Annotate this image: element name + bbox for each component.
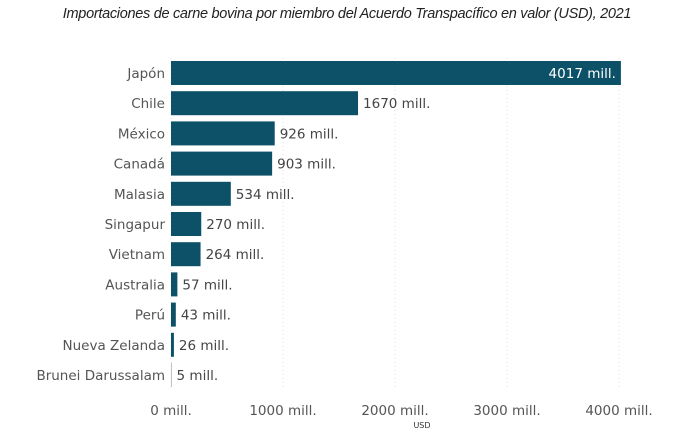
data-label: 26 mill.	[179, 338, 229, 354]
bar[interactable]	[171, 332, 174, 357]
bar[interactable]	[171, 91, 359, 116]
bar[interactable]	[171, 181, 231, 206]
bar[interactable]	[171, 121, 275, 146]
data-label: 1670 mill.	[363, 96, 430, 112]
data-label: 264 mill.	[206, 247, 265, 263]
data-label: 534 mill.	[236, 187, 295, 203]
bar[interactable]	[171, 242, 201, 267]
data-label: 57 mill.	[182, 277, 232, 293]
data-label: 270 mill.	[206, 217, 265, 233]
category-label: Perú	[135, 308, 165, 324]
x-tick-label: 2000 mill.	[361, 403, 428, 419]
x-tick-label: 0 mill.	[150, 403, 192, 419]
category-label: Japón	[126, 66, 165, 82]
category-label: Singapur	[105, 217, 166, 233]
category-label: Nueva Zelanda	[63, 338, 166, 354]
category-label: Canadá	[114, 157, 165, 173]
x-axis-label: USD	[413, 421, 430, 430]
bar[interactable]	[171, 61, 621, 85]
bar[interactable]	[171, 212, 202, 236]
data-label: 43 mill.	[181, 308, 231, 324]
data-label: 5 mill.	[177, 368, 219, 384]
category-label: Brunei Darussalam	[36, 368, 165, 384]
data-label: 4017 mill.	[549, 66, 616, 82]
bar[interactable]	[171, 302, 176, 327]
category-label: Malasia	[114, 187, 165, 203]
category-label: Vietnam	[109, 247, 165, 263]
x-tick-label: 1000 mill.	[249, 403, 316, 419]
bar[interactable]	[171, 363, 172, 387]
x-tick-label: 3000 mill.	[473, 403, 540, 419]
category-label: México	[118, 126, 165, 142]
chart-title: Importaciones de carne bovina por miembr…	[62, 6, 632, 22]
x-tick-label: 4000 mill.	[585, 403, 652, 419]
data-label: 903 mill.	[277, 157, 336, 173]
data-label: 926 mill.	[280, 126, 339, 142]
category-label: Australia	[105, 277, 165, 293]
bar[interactable]	[171, 151, 273, 176]
bar[interactable]	[171, 272, 178, 297]
category-label: Chile	[131, 96, 165, 112]
